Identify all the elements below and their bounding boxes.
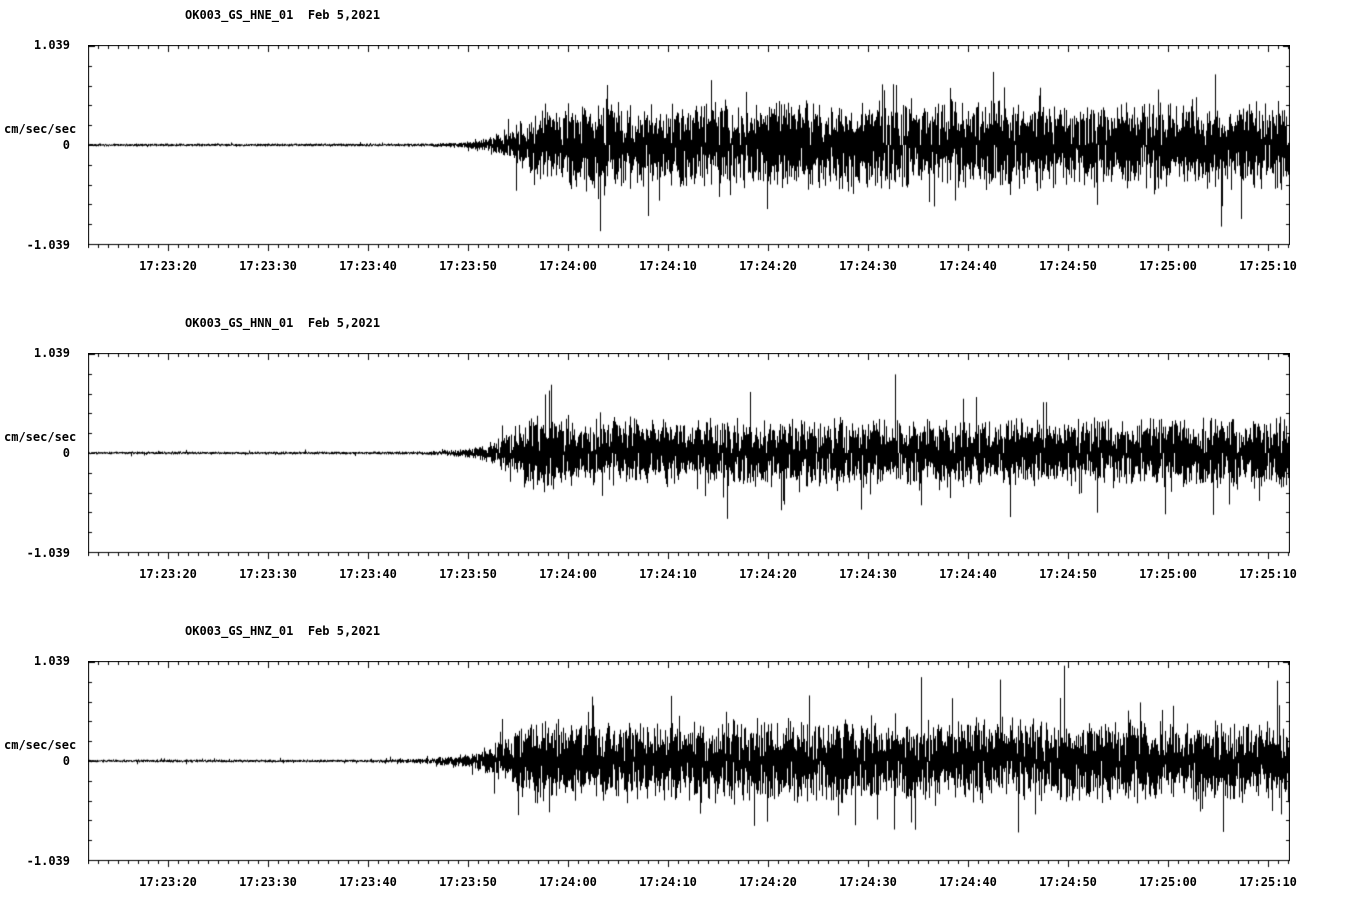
x-tick-label: 17:23:50 (439, 875, 497, 889)
x-tick-label: 17:24:00 (539, 875, 597, 889)
x-tick-label: 17:23:20 (139, 259, 197, 273)
x-tick-label: 17:25:10 (1239, 259, 1297, 273)
seismogram-chart-hnn: OK003_GS_HNN_01 Feb 5,2021 cm/sec/sec 1.… (0, 308, 1358, 616)
y-tick-label: 1.039 (33, 654, 70, 668)
x-tick-label: 17:24:10 (639, 567, 697, 581)
y-tick-label: 0 (62, 754, 70, 768)
x-tick-label: 17:23:50 (439, 259, 497, 273)
seismogram-chart-hne: OK003_GS_HNE_01 Feb 5,2021 cm/sec/sec 1.… (0, 0, 1358, 308)
x-tick-label: 17:24:40 (939, 875, 997, 889)
x-axis-tick-labels: 17:23:20 17:23:30 17:23:40 17:23:50 17:24:00… (0, 567, 1358, 583)
y-tick-label: 0 (62, 138, 70, 152)
x-tick-label: 17:24:30 (839, 567, 897, 581)
x-tick-label: 17:23:20 (139, 875, 197, 889)
y-tick-label: -1.039 (26, 854, 70, 868)
waveform-canvas (88, 45, 1290, 253)
chart-title: OK003_GS_HNN_01 Feb 5,2021 (185, 316, 381, 330)
y-tick-label: 0 (62, 446, 70, 460)
y-tick-label: -1.039 (26, 238, 70, 252)
x-tick-label: 17:24:50 (1039, 875, 1097, 889)
x-tick-label: 17:24:00 (539, 567, 597, 581)
seismogram-chart-hnz: OK003_GS_HNZ_01 Feb 5,2021 cm/sec/sec 1.… (0, 616, 1358, 924)
x-tick-label: 17:24:10 (639, 875, 697, 889)
x-tick-label: 17:25:10 (1239, 875, 1297, 889)
x-tick-label: 17:23:20 (139, 567, 197, 581)
chart-title: OK003_GS_HNE_01 Feb 5,2021 (185, 8, 381, 22)
x-tick-label: 17:25:00 (1139, 259, 1197, 273)
x-tick-label: 17:24:20 (739, 259, 797, 273)
x-axis-tick-labels: 17:23:20 17:23:30 17:23:40 17:23:50 17:24:00… (0, 875, 1358, 891)
x-tick-label: 17:23:30 (239, 567, 297, 581)
y-tick-label: 1.039 (33, 38, 70, 52)
x-axis-tick-labels: 17:23:20 17:23:30 17:23:40 17:23:50 17:24:00… (0, 259, 1358, 275)
chart-title: OK003_GS_HNZ_01 Feb 5,2021 (185, 624, 381, 638)
x-tick-label: 17:23:40 (339, 875, 397, 889)
x-tick-label: 17:24:20 (739, 567, 797, 581)
waveform-canvas (88, 661, 1290, 869)
x-tick-label: 17:24:20 (739, 875, 797, 889)
x-tick-label: 17:25:00 (1139, 875, 1197, 889)
x-tick-label: 17:24:30 (839, 259, 897, 273)
x-tick-label: 17:24:40 (939, 567, 997, 581)
x-tick-label: 17:23:30 (239, 875, 297, 889)
x-tick-label: 17:24:40 (939, 259, 997, 273)
waveform-canvas (88, 353, 1290, 561)
x-tick-label: 17:24:50 (1039, 567, 1097, 581)
y-tick-label: -1.039 (26, 546, 70, 560)
y-axis-label: cm/sec/sec (4, 122, 77, 136)
x-tick-label: 17:25:00 (1139, 567, 1197, 581)
y-tick-label: 1.039 (33, 346, 70, 360)
x-tick-label: 17:24:30 (839, 875, 897, 889)
y-axis-label: cm/sec/sec (4, 738, 77, 752)
y-axis-label: cm/sec/sec (4, 430, 77, 444)
x-tick-label: 17:24:00 (539, 259, 597, 273)
x-tick-label: 17:23:50 (439, 567, 497, 581)
x-tick-label: 17:23:40 (339, 567, 397, 581)
x-tick-label: 17:24:10 (639, 259, 697, 273)
x-tick-label: 17:23:40 (339, 259, 397, 273)
x-tick-label: 17:24:50 (1039, 259, 1097, 273)
x-tick-label: 17:25:10 (1239, 567, 1297, 581)
x-tick-label: 17:23:30 (239, 259, 297, 273)
